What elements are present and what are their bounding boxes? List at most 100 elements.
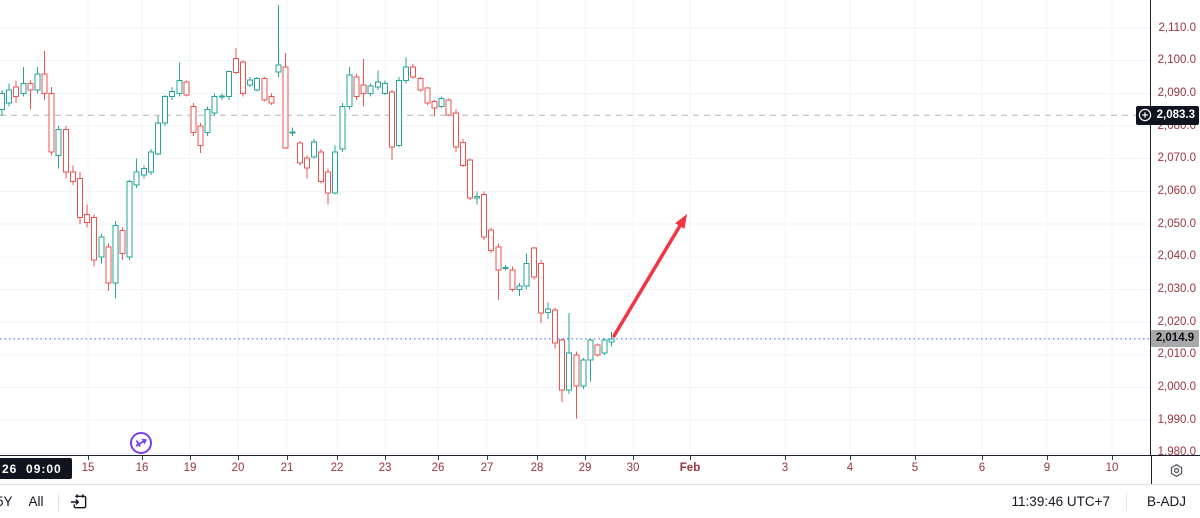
candle-down	[424, 86, 431, 105]
time-axis-label: 27	[480, 462, 494, 474]
candle-down	[325, 168, 332, 205]
time-axis-label: 10	[1105, 462, 1119, 474]
crosshair-time-tag: 26 09:00	[0, 458, 72, 479]
range-button-all[interactable]: All	[28, 494, 44, 509]
candle-down	[466, 158, 473, 200]
time-axis-label: Feb	[679, 462, 701, 474]
price-axis[interactable]: 2,110.0 2,100.0 2,090.0 2,080.0 2,070.0 2,060…	[1150, 0, 1200, 458]
candle-down	[183, 80, 190, 97]
adjustment-toggle-button[interactable]: B-ADJ	[1146, 494, 1186, 509]
time-axis-tick	[785, 456, 786, 460]
time-axis-tick	[1047, 456, 1048, 460]
candle-up	[367, 83, 374, 97]
candle-down	[13, 80, 20, 104]
candle-down	[91, 214, 98, 267]
time-axis-tick	[690, 456, 691, 460]
candle-up	[339, 103, 346, 153]
candle-up	[133, 158, 140, 189]
candle-up	[346, 67, 353, 110]
time-axis-tick	[238, 456, 239, 460]
candle-up	[6, 83, 13, 107]
price-tick-label: 2,110.0	[1158, 21, 1196, 34]
candle-down	[303, 155, 310, 179]
candle-down	[48, 86, 55, 156]
candle-down	[559, 338, 566, 402]
time-axis-label: 28	[530, 462, 544, 474]
go-to-date-button[interactable]	[65, 488, 93, 516]
candle-down	[388, 90, 395, 161]
candle-up	[112, 220, 119, 299]
candle-down	[573, 351, 580, 419]
time-axis-label: 5	[911, 462, 919, 474]
candle-up	[502, 264, 509, 270]
candle-up	[601, 338, 608, 355]
time-axis[interactable]: 26 09:00 15 16 19 20 21 22 23 26 27 28 29 30 Feb 3 4 5 6…	[0, 455, 1200, 485]
candle-up	[608, 331, 615, 347]
candle-up	[204, 106, 211, 136]
clock-timezone-button[interactable]: 11:39:46 UTC+7	[1011, 494, 1110, 509]
candle-up	[140, 165, 147, 179]
candle-up	[516, 282, 523, 297]
candle-up	[162, 95, 169, 127]
candle-down	[105, 243, 112, 292]
time-axis-tick	[142, 456, 143, 460]
candle-up	[20, 67, 27, 97]
candle-up	[403, 57, 410, 84]
candle-up	[98, 233, 105, 264]
candle-up	[218, 93, 225, 100]
candle-up	[254, 77, 261, 92]
time-axis-tick	[385, 456, 386, 460]
candle-down	[459, 139, 466, 167]
time-axis-label: 29	[578, 462, 592, 474]
candle-down	[537, 260, 544, 324]
candle-down	[268, 93, 275, 105]
candle-down	[552, 307, 559, 349]
candle-up	[523, 253, 530, 290]
candle-up	[247, 77, 254, 87]
bottom-toolbar: 5Y All 11:39:46 UTC+7 B-ADJ	[0, 484, 1200, 518]
range-selector: 5Y All	[0, 485, 93, 518]
axis-settings-button[interactable]	[1151, 456, 1200, 485]
price-tick-label: 2,010.0	[1157, 348, 1196, 361]
candle-down	[197, 122, 204, 154]
trend-arrow-drawing[interactable]	[612, 214, 687, 338]
candle-up	[154, 116, 161, 156]
time-axis-tick	[537, 456, 538, 460]
toolbar-divider	[57, 492, 59, 511]
candle-down	[240, 60, 247, 97]
time-axis-tick	[850, 456, 851, 460]
candle-up	[126, 179, 133, 261]
candle-down	[232, 47, 239, 74]
candle-down	[41, 50, 48, 100]
candle-down	[360, 59, 367, 107]
time-axis-label: 3	[781, 462, 789, 474]
candle-up	[310, 139, 317, 159]
candle-down	[509, 266, 516, 292]
range-button-5y[interactable]: 5Y	[0, 494, 13, 509]
candle-down	[530, 246, 537, 280]
candle-up	[396, 77, 403, 148]
time-axis-tick	[633, 456, 634, 460]
candle-down	[495, 243, 502, 300]
price-tick-label: 2,070.0	[1157, 152, 1196, 165]
candlestick-chart[interactable]	[0, 0, 1150, 455]
candle-up	[0, 90, 5, 117]
chart-canvas[interactable]	[0, 0, 1150, 455]
candle-up	[34, 67, 41, 94]
candle-up	[176, 62, 183, 97]
time-axis-tick	[88, 456, 89, 460]
time-axis-label: 20	[231, 462, 245, 474]
candle-up	[169, 86, 176, 100]
time-axis-label: 22	[330, 462, 344, 474]
time-axis-label: 16	[135, 462, 149, 474]
candle-down	[594, 343, 601, 357]
candle-up	[580, 358, 587, 390]
time-axis-tick	[337, 456, 338, 460]
add-alert-plus-icon[interactable]	[1136, 106, 1154, 124]
candle-up	[566, 313, 573, 395]
split-event-marker[interactable]	[130, 432, 152, 454]
price-tick-label: 2,030.0	[1157, 282, 1196, 295]
time-axis-tick	[982, 456, 983, 460]
candle-up	[225, 70, 232, 100]
status-controls: 11:39:46 UTC+7 B-ADJ	[1002, 485, 1200, 518]
